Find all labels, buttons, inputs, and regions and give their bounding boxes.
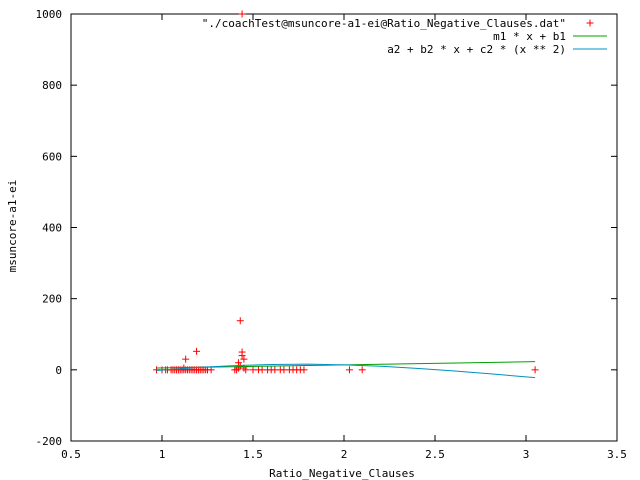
data-point bbox=[345, 366, 353, 374]
data-point bbox=[238, 352, 246, 360]
x-tick-label: 3 bbox=[523, 448, 530, 461]
data-point bbox=[193, 347, 201, 355]
data-point bbox=[242, 366, 250, 374]
quadratic-fit-line bbox=[156, 363, 536, 379]
legend-label: a2 + b2 * x + c2 * (x ** 2) bbox=[387, 43, 566, 56]
axis-ticks: 0.5 1 1.5 2 2.5 3 3.5 -200 0 200 400 600 800 1000 bbox=[36, 8, 627, 461]
y-tick-label: 0 bbox=[55, 364, 62, 377]
x-tick-label: 2 bbox=[341, 448, 348, 461]
plot-border bbox=[70, 13, 618, 442]
data-point bbox=[300, 366, 308, 374]
y-tick-label: 1000 bbox=[36, 8, 63, 21]
legend-label: "./coachTest@msuncore-a1-ei@Ratio_Negati… bbox=[202, 17, 566, 30]
data-point bbox=[240, 355, 248, 363]
x-tick-label: 0.5 bbox=[61, 448, 81, 461]
data-point bbox=[182, 355, 190, 363]
chart-series bbox=[153, 10, 539, 379]
y-axis-label: msuncore-a1-ei bbox=[6, 180, 19, 273]
chart-legend: "./coachTest@msuncore-a1-ei@Ratio_Negati… bbox=[202, 17, 607, 56]
data-point bbox=[233, 366, 241, 374]
x-axis-label: Ratio_Negative_Clauses bbox=[269, 467, 415, 480]
data-point bbox=[358, 366, 366, 374]
y-tick-label: 800 bbox=[42, 79, 62, 92]
x-tick-label: 1 bbox=[159, 448, 166, 461]
x-tick-label: 3.5 bbox=[607, 448, 627, 461]
legend-marker bbox=[586, 19, 594, 27]
data-point bbox=[236, 317, 244, 325]
y-tick-label: 600 bbox=[42, 150, 62, 163]
y-tick-label: 400 bbox=[42, 222, 62, 235]
plot-axes bbox=[70, 13, 618, 442]
x-tick-label: 2.5 bbox=[425, 448, 445, 461]
y-tick-label: -200 bbox=[36, 435, 63, 448]
data-point bbox=[238, 10, 246, 18]
x-tick-label: 1.5 bbox=[243, 448, 263, 461]
y-tick-label: 200 bbox=[42, 293, 62, 306]
data-point bbox=[531, 366, 539, 374]
legend-label: m1 * x + b1 bbox=[493, 30, 566, 43]
